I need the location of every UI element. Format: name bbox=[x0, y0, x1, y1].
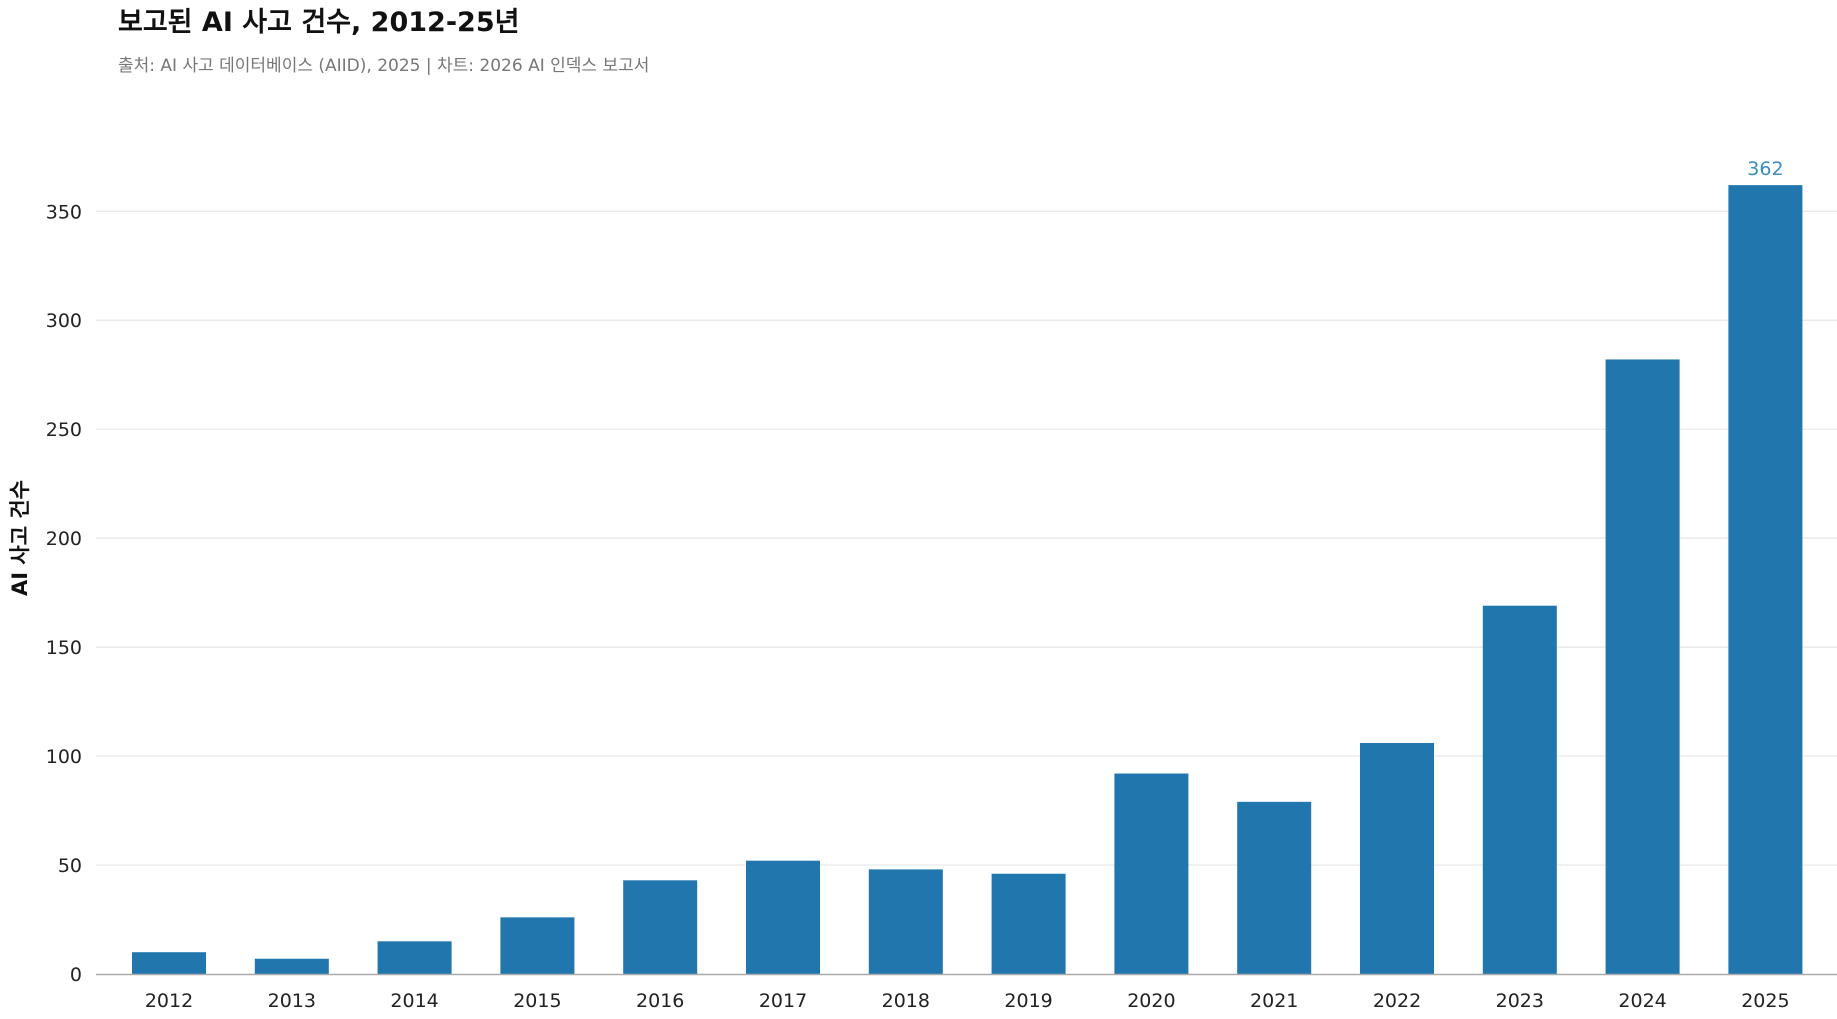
y-tick-label: 50 bbox=[58, 855, 82, 877]
y-tick-labels: 0 50 100 150 200 250 300 350 bbox=[46, 201, 82, 986]
bar bbox=[1605, 359, 1680, 975]
y-tick-label: 300 bbox=[46, 310, 82, 332]
data-labels: 362 bbox=[1747, 158, 1783, 180]
bar bbox=[377, 941, 452, 974]
bar bbox=[1237, 801, 1312, 974]
x-tick-label: 2020 bbox=[1127, 990, 1175, 1012]
x-tick-label: 2019 bbox=[1004, 990, 1052, 1012]
y-axis-label: AI 사고 건수 bbox=[8, 480, 32, 596]
data-label: 362 bbox=[1747, 158, 1783, 180]
chart-subtitle: 출처: AI 사고 데이터베이스 (AIID), 2025 | 차트: 2026… bbox=[118, 56, 650, 76]
y-tick-label: 150 bbox=[46, 637, 82, 659]
bar bbox=[1482, 605, 1557, 974]
y-tick-label: 350 bbox=[46, 201, 82, 223]
y-tick-label: 100 bbox=[46, 746, 82, 768]
y-tick-label: 0 bbox=[70, 964, 82, 986]
bar bbox=[500, 917, 575, 974]
x-tick-label: 2021 bbox=[1250, 990, 1298, 1012]
bar bbox=[1360, 743, 1434, 974]
bar bbox=[1728, 185, 1803, 974]
x-tick-label: 2012 bbox=[145, 990, 193, 1012]
bar bbox=[868, 869, 943, 974]
x-tick-label: 2013 bbox=[268, 990, 316, 1012]
x-tick-label: 2018 bbox=[882, 990, 930, 1012]
bar bbox=[1114, 773, 1189, 974]
x-tick-label: 2015 bbox=[513, 990, 561, 1012]
bar bbox=[991, 873, 1066, 974]
bar bbox=[254, 958, 329, 974]
x-tick-label: 2023 bbox=[1496, 990, 1544, 1012]
x-tick-label: 2014 bbox=[390, 990, 438, 1012]
x-tick-label: 2017 bbox=[759, 990, 807, 1012]
y-tick-label: 250 bbox=[46, 419, 82, 441]
bar bbox=[132, 952, 206, 974]
gridlines bbox=[96, 210, 1837, 866]
chart-title: 보고된 AI 사고 건수, 2012-25년 bbox=[118, 7, 520, 38]
y-tick-label: 200 bbox=[46, 528, 82, 550]
x-tick-label: 2016 bbox=[636, 990, 684, 1012]
bar bbox=[746, 860, 820, 974]
bars bbox=[132, 185, 1803, 975]
x-tick-label: 2024 bbox=[1618, 990, 1666, 1012]
x-tick-labels: 2012 2013 2014 2015 2016 2017 2018 2019 2020 2021… bbox=[145, 990, 1790, 1012]
bar bbox=[623, 880, 698, 974]
x-tick-label: 2022 bbox=[1373, 990, 1421, 1012]
x-tick-label: 2025 bbox=[1741, 990, 1789, 1012]
